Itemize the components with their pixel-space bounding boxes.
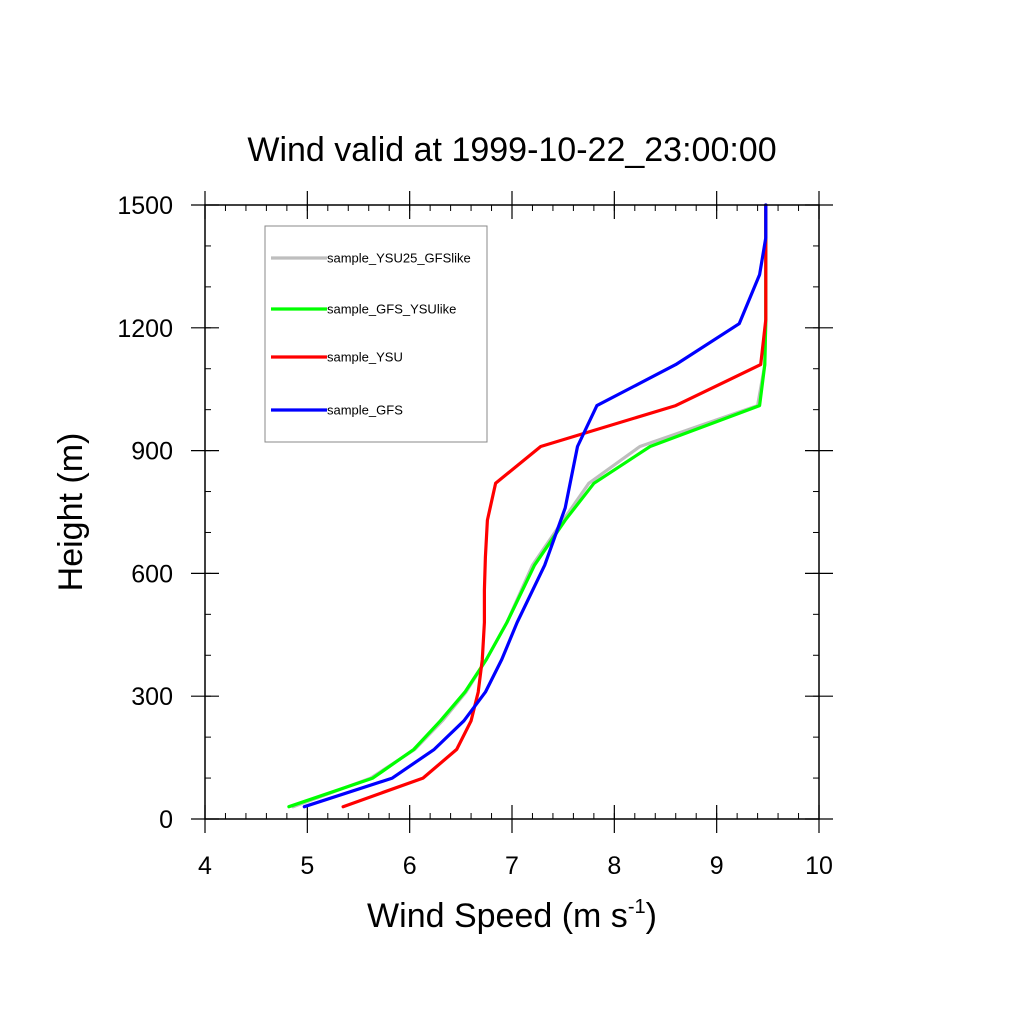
legend: sample_YSU25_GFSlike sample_GFS_YSUlikesa…	[264, 225, 488, 443]
plot-frame	[204, 204, 820, 820]
y-tick-label: 300	[131, 683, 173, 711]
series-lines	[287, 203, 768, 809]
y-tick-label: 1200	[117, 315, 173, 343]
tick-labels: 4 5 6 7 8 9 10 0 300 600 900 1200 1500	[117, 192, 833, 880]
chart-title: Wind valid at 1999-10-22_23:00:00	[247, 131, 776, 169]
y-axis-title: Height (m)	[52, 433, 90, 592]
x-tick-label: 6	[403, 852, 417, 880]
x-tick-label: 5	[300, 852, 314, 880]
series-line-sample_YSU	[341, 203, 768, 809]
legend-label: sample_GFS_YSUlike	[327, 302, 456, 317]
legend-label: sample_YSU	[327, 350, 403, 365]
x-axis-title: Wind Speed (m s-1)	[367, 896, 657, 935]
y-tick-label: 900	[131, 438, 173, 466]
y-tick-label: 600	[131, 560, 173, 588]
legend-label: sample_GFS	[327, 403, 403, 418]
legend-box	[264, 225, 488, 443]
x-tick-label: 9	[710, 852, 724, 880]
legend-label: sample_YSU25_GFSlike	[327, 251, 471, 266]
x-axis-title-end: )	[646, 897, 657, 935]
series-line-sample_GFS_YSUlike	[287, 203, 768, 809]
x-tick-label: 10	[805, 852, 833, 880]
x-tick-label: 8	[607, 852, 621, 880]
x-axis-title-superscript: -1	[628, 896, 646, 918]
y-tick-label: 0	[159, 806, 173, 834]
y-tick-label: 1500	[117, 192, 173, 220]
x-tick-label: 7	[505, 852, 519, 880]
x-tick-label: 4	[198, 852, 212, 880]
series-line-sample_GFS	[302, 203, 768, 809]
